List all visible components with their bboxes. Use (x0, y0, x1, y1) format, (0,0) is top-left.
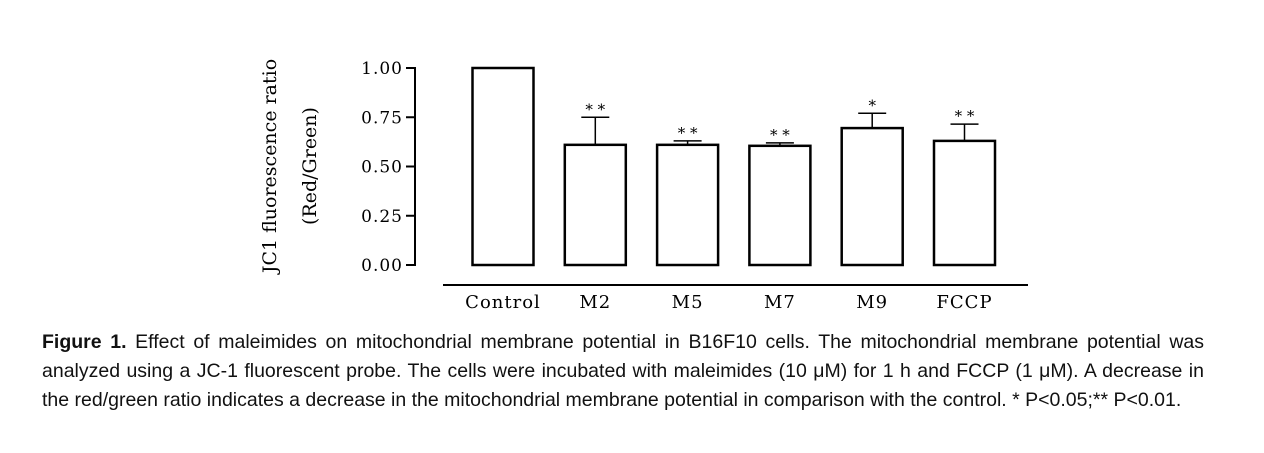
y-tick-label: 1.00 (361, 59, 403, 79)
x-category-label: Control (465, 292, 541, 313)
caption-text: Effect of maleimides on mitochondrial me… (42, 331, 1204, 411)
bars: * * * * * * * * * (471, 66, 997, 267)
bar-control (471, 66, 535, 267)
x-category-label: M2 (579, 292, 611, 313)
x-category-label: FCCP (936, 292, 992, 313)
bar-m5 (655, 143, 720, 267)
x-category-label: M9 (856, 292, 888, 313)
figure-caption: Figure 1. Effect of maleimides on mitoch… (42, 328, 1204, 415)
y-tick-label: 0.25 (361, 207, 403, 227)
significance-marker: * (868, 96, 876, 114)
y-axis-label-line1: JC1 fluorescence ratio (259, 59, 281, 275)
significance-marker: * * (585, 100, 605, 118)
x-category-label: M5 (672, 292, 704, 313)
significance-marker: * * (955, 107, 975, 125)
caption-label: Figure 1. (42, 331, 127, 353)
y-tick-label: 0.50 (361, 158, 403, 178)
y-tick-label: 0.75 (361, 108, 403, 128)
bar-m7 (748, 144, 812, 267)
y-axis-label-line2: (Red/Green) (299, 107, 321, 225)
x-axis-categories: Control M2 M5 M7 M9 FCCP (465, 292, 992, 313)
y-tick-label: 0.00 (361, 256, 403, 276)
bar-chart: JC1 fluorescence ratio (Red/Green) 0.000… (259, 59, 1028, 313)
bar-fccp (932, 139, 997, 267)
bar-m2 (563, 143, 628, 267)
bar-m9 (840, 126, 904, 267)
significance-marker: * * (678, 124, 698, 142)
y-axis-label: JC1 fluorescence ratio (Red/Green) (259, 59, 321, 275)
y-axis-ticks: 0.00 0.25 0.50 0.75 1.00 (361, 59, 415, 276)
x-category-label: M7 (764, 292, 796, 313)
significance-marker: * * (770, 126, 790, 144)
